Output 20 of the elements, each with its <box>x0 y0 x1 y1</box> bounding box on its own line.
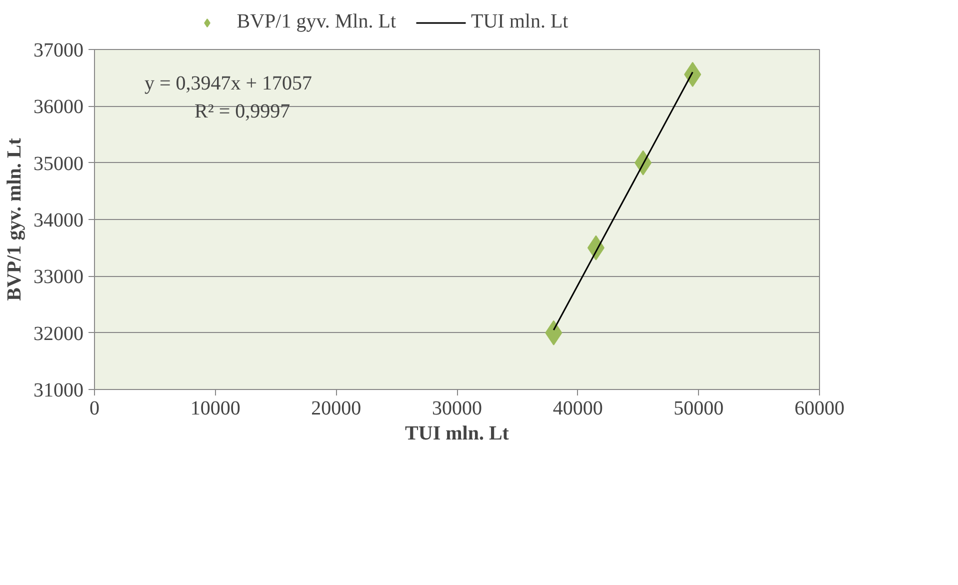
legend-label: BVP/1 gyv. Mln. Lt <box>236 10 396 34</box>
y-tick-label: 35000 <box>34 152 84 175</box>
x-tick-label: 20000 <box>311 398 362 420</box>
annotation: y = 0,3947x + 17057 <box>144 72 312 94</box>
y-axis-title: BVP/1 gyv. mln. Lt <box>4 138 26 301</box>
x-tick-label: 0 <box>90 398 100 420</box>
x-tick-label: 60000 <box>794 398 844 420</box>
y-tick-label: 37000 <box>34 40 84 62</box>
y-tick-label: 34000 <box>34 210 84 232</box>
x-tick-label: 10000 <box>190 398 240 420</box>
x-tick-label: 50000 <box>674 398 724 420</box>
legend-label: TUI mln. Lt <box>471 10 568 34</box>
y-tick-label: 33000 <box>34 266 84 288</box>
x-tick-label: 40000 <box>552 398 603 420</box>
y-tick-label: 36000 <box>34 96 84 118</box>
y-tick-label: 31000 <box>34 380 84 402</box>
x-axis-title: TUI mln. Lt <box>405 422 510 444</box>
y-tick-label: 32000 <box>34 322 84 345</box>
x-tick-label: 30000 <box>432 398 482 420</box>
annotation: R² = 0,9997 <box>194 100 290 122</box>
